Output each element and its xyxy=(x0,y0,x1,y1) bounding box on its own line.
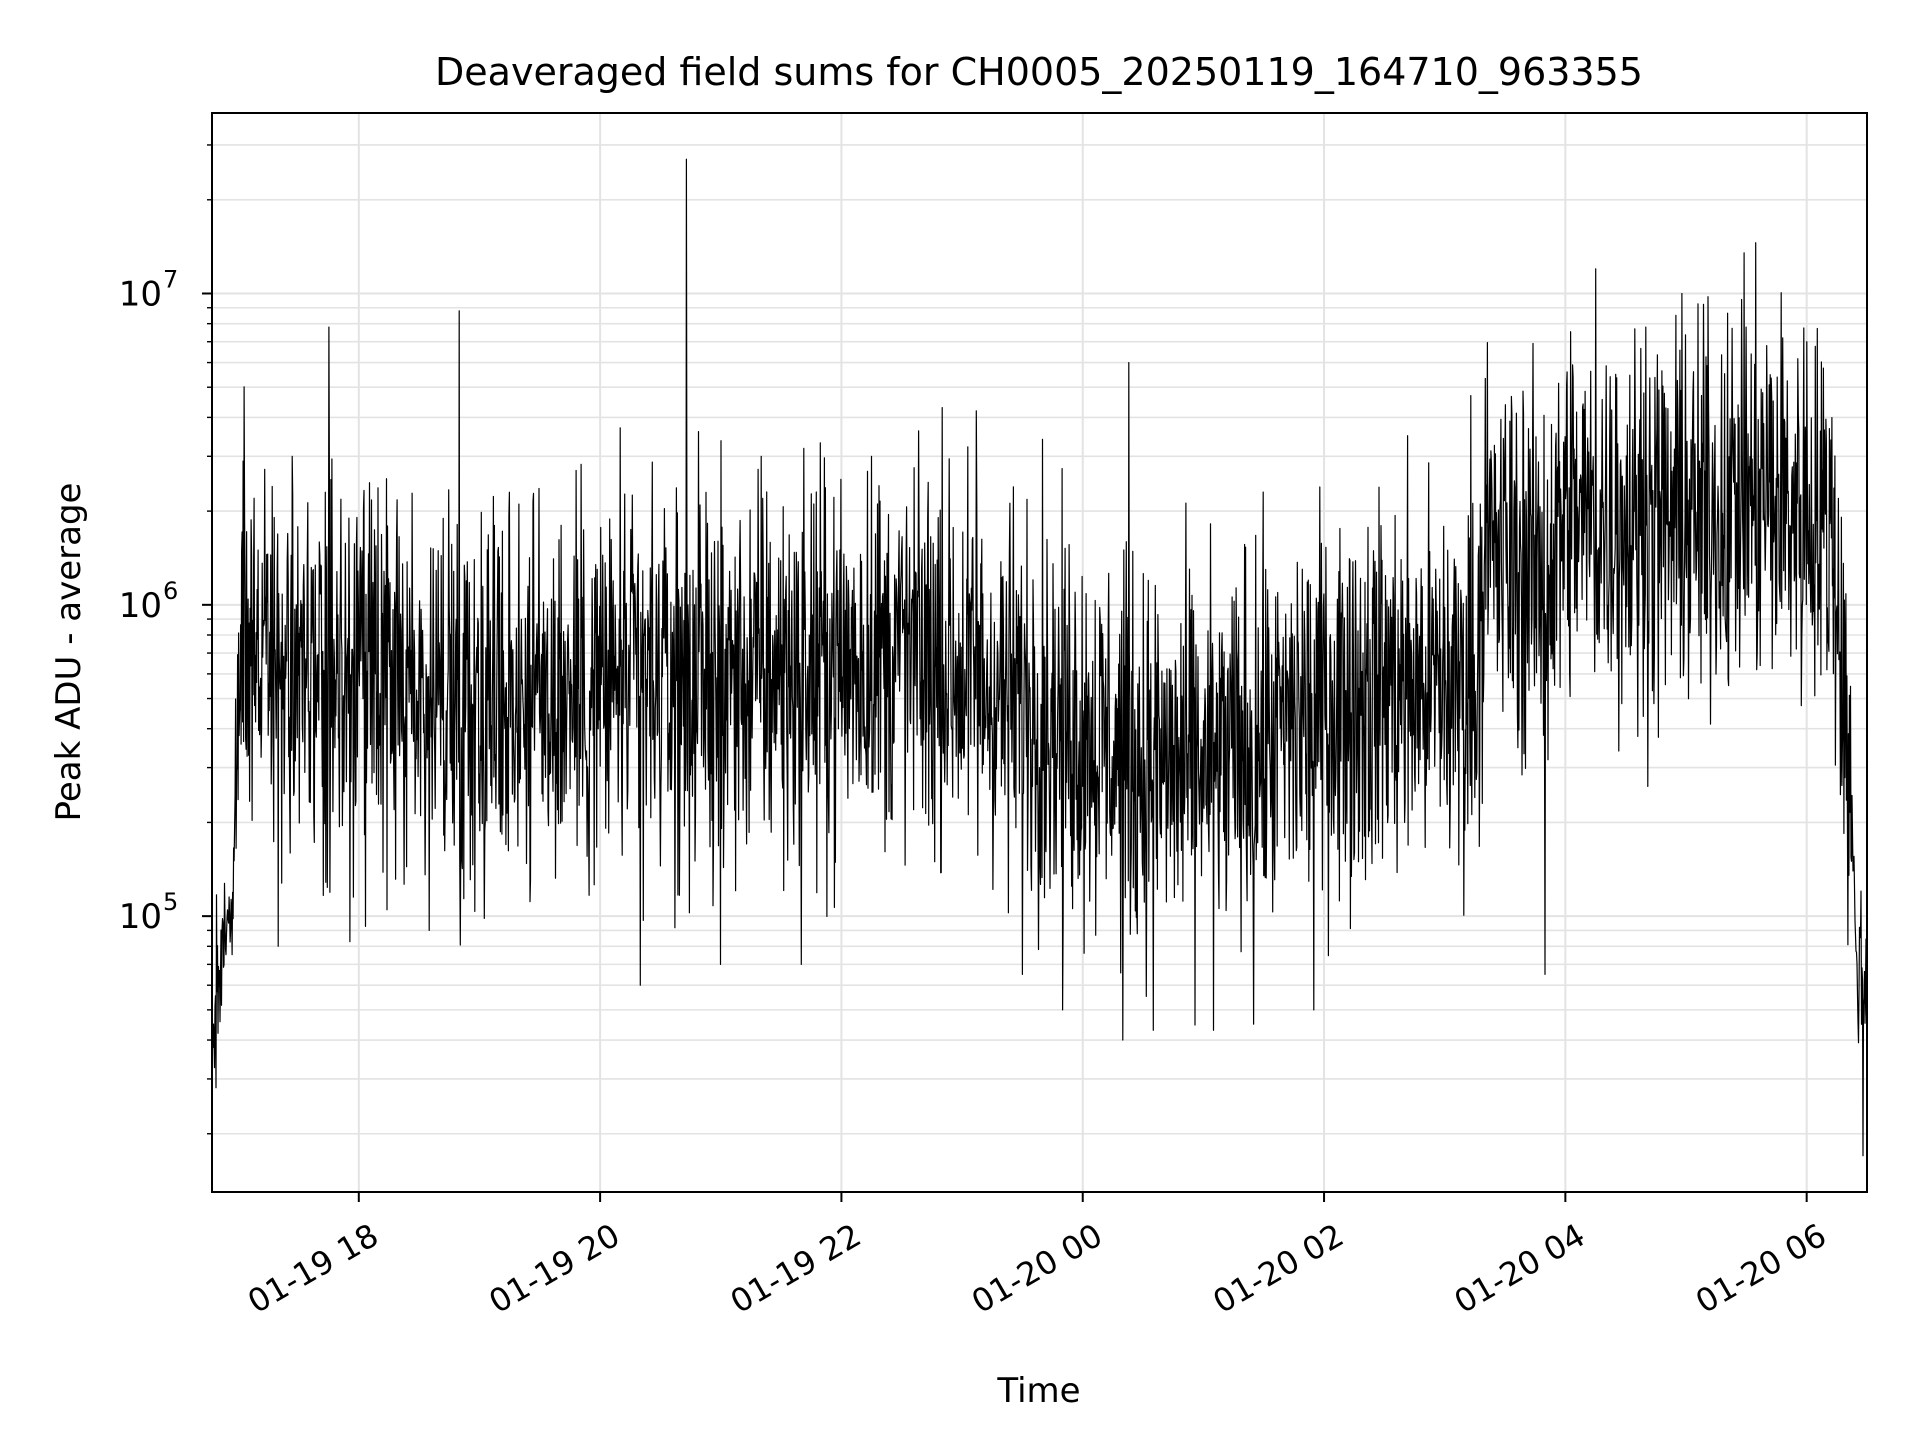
y-axis-label: Peak ADU - average xyxy=(49,483,89,822)
grid xyxy=(212,113,1867,1192)
series-line-peak-adu xyxy=(211,158,1868,1157)
y-tick-label: 10 xyxy=(119,275,162,315)
y-tick-label: 10 xyxy=(119,586,162,626)
chart-title: Deaveraged field sums for CH0005_2025011… xyxy=(435,50,1643,94)
y-tick-label: 10 xyxy=(119,897,162,937)
y-tick-exponent: 5 xyxy=(163,888,178,916)
series-layer xyxy=(211,158,1868,1157)
y-tick-exponent: 6 xyxy=(163,577,178,605)
y-tick-exponent: 7 xyxy=(163,266,178,294)
x-axis-label: Time xyxy=(996,1371,1080,1411)
